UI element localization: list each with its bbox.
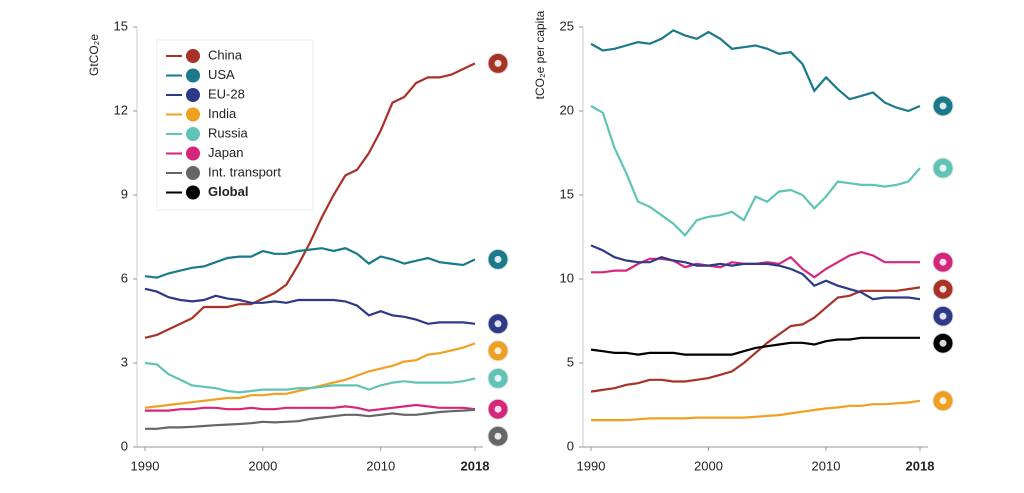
flag-emblem — [494, 374, 502, 382]
y-tick-label: 6 — [121, 270, 128, 285]
y-axis-title: tCO₂e per capita — [533, 10, 547, 99]
flag-emblem — [939, 339, 947, 347]
x-tick-label: 2018 — [461, 458, 490, 473]
x-tick-label: 2018 — [906, 458, 935, 473]
flag-emblem — [494, 432, 502, 440]
series-line — [145, 403, 476, 412]
x-tick-label: 2000 — [248, 458, 277, 473]
flag-emblem — [939, 102, 947, 110]
legend-label: Int. transport — [208, 164, 281, 179]
flag-emblem — [494, 405, 502, 413]
legend-label: China — [208, 47, 243, 62]
flag-emblem — [494, 255, 502, 263]
legend-icon — [186, 166, 200, 180]
series-line — [144, 247, 476, 279]
y-tick-label: 10 — [560, 270, 574, 285]
legend-icon — [186, 146, 200, 161]
flag-emblem — [939, 164, 947, 172]
legend-label: EU-28 — [208, 86, 245, 101]
x-tick-label: 1990 — [577, 458, 606, 473]
y-tick-label: 25 — [560, 18, 574, 33]
legend-box — [156, 39, 314, 211]
series-line — [145, 408, 476, 430]
y-tick-label: 20 — [560, 102, 574, 117]
flag-emblem — [494, 320, 502, 328]
series-line — [590, 336, 920, 356]
legend-label: USA — [208, 67, 235, 82]
y-tick-label: 12 — [114, 102, 128, 117]
flag-emblem — [494, 347, 502, 355]
legend-icon — [186, 127, 200, 141]
series-line — [590, 105, 921, 237]
x-tick-label: 2000 — [694, 458, 723, 473]
series-line — [590, 286, 921, 393]
legend-icon — [186, 107, 200, 122]
x-tick-label: 2010 — [366, 458, 395, 473]
x-tick-label: 2010 — [812, 458, 841, 473]
legend-icon — [186, 185, 200, 200]
legend-icon — [186, 49, 200, 63]
legend-label: Japan — [208, 145, 243, 160]
y-axis-title: GtCO₂e — [87, 34, 101, 76]
legend-icon — [186, 88, 200, 102]
y-tick-label: 15 — [114, 18, 128, 33]
y-tick-label: 5 — [567, 354, 574, 369]
series-line — [591, 399, 921, 422]
y-tick-label: 15 — [560, 186, 574, 201]
legend-label: Russia — [208, 125, 249, 140]
y-tick-label: 3 — [121, 354, 128, 369]
flag-emblem — [939, 258, 947, 266]
series-line — [144, 287, 476, 325]
y-tick-label: 0 — [567, 438, 574, 453]
flag-emblem — [939, 312, 947, 320]
flag-emblem — [494, 59, 502, 67]
flag-emblem — [939, 397, 947, 405]
series-line — [144, 62, 476, 339]
legend-icon — [186, 68, 200, 83]
x-tick-label: 1990 — [131, 458, 160, 473]
y-tick-label: 9 — [121, 186, 128, 201]
series-line — [144, 361, 476, 394]
legend-label: Global — [208, 184, 248, 199]
y-tick-label: 0 — [121, 438, 128, 453]
flag-emblem — [939, 285, 947, 293]
series-line — [144, 342, 476, 409]
legend-label: India — [208, 106, 237, 121]
legend: China USA EU-28 India Russia Japan Int. transp… — [156, 39, 314, 211]
series-line — [590, 244, 921, 301]
series-line — [590, 29, 921, 113]
